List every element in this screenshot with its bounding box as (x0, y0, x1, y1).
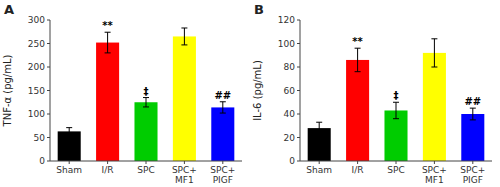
significance-marker: ## (214, 90, 231, 101)
y-axis-label: TNF-α (pg/mL) (2, 54, 13, 127)
panel: A TNF-α (pg/mL) 0 50 100 150 200 250 300 Sham I/R S… (2, 2, 242, 185)
x-tick-label: SPC (387, 165, 404, 175)
x-tick (434, 161, 435, 164)
x-tick-label-line: I/R (352, 165, 364, 175)
error-bar (66, 128, 72, 136)
x-tick-label-line: SPC+ (172, 165, 197, 175)
x-tick-label-line: SPC+ (210, 165, 235, 175)
x-tick-label-line: I/R (102, 165, 114, 175)
y-tick-label: 100 (278, 39, 295, 49)
x-tick-label: SPC (137, 165, 154, 175)
error-bar (355, 48, 361, 71)
y-tick-label: 20 (284, 133, 296, 143)
x-tick-label: I/R (102, 165, 114, 175)
x-tick-label-line: PIGF (463, 175, 483, 185)
plot-area (58, 28, 235, 161)
x-tick (69, 161, 70, 164)
y-tick-label: 40 (284, 109, 296, 119)
x-tick (146, 161, 147, 164)
y-tick-label: 0 (39, 156, 45, 166)
x-tick-label-line: Sham (56, 165, 82, 175)
error-bar (470, 108, 476, 120)
x-tick-label-line: SPC (137, 165, 154, 175)
x-tick-label: Sham (306, 165, 332, 175)
y-tick-label: 50 (34, 133, 46, 143)
y-tick-label: 80 (284, 62, 296, 72)
x-tick (319, 161, 320, 164)
significance-marker: ‡ (394, 90, 399, 101)
x-tick (396, 161, 397, 164)
x-tick (472, 161, 473, 164)
panel-title: A (4, 2, 14, 17)
error-bar (316, 122, 322, 134)
x-tick-label-line: SPC+ (460, 165, 485, 175)
y-tick-label: 150 (28, 86, 45, 96)
y-axis-label: IL-6 (pg/mL) (252, 60, 263, 121)
x-tick-label: SPC+PIGF (210, 165, 235, 185)
significance-marker: ‡ (144, 86, 149, 97)
x-tick-label-line: MF1 (175, 175, 194, 185)
x-tick (184, 161, 185, 164)
y-tick-label: 100 (28, 109, 45, 119)
significance-marker: ** (102, 20, 113, 31)
x-tick (357, 161, 358, 164)
bar (173, 36, 196, 161)
x-tick-label-line: SPC+ (422, 165, 447, 175)
significance-marker: ## (464, 96, 481, 107)
x-tick (107, 161, 108, 164)
error-bar (181, 28, 187, 45)
x-tick-label-line: Sham (306, 165, 332, 175)
x-tick-label-line: MF1 (425, 175, 444, 185)
x-tick-label-line: SPC (387, 165, 404, 175)
bar (423, 53, 446, 161)
x-tick-label: SPC+MF1 (422, 165, 447, 185)
bar (461, 114, 484, 161)
x-tick-label: Sham (56, 165, 82, 175)
x-tick-label-line: PIGF (213, 175, 233, 185)
panel: B IL-6 (pg/mL) 0 20 40 60 80 100 120 Sham I/R SPC SP… (252, 2, 492, 185)
bar (211, 107, 234, 161)
y-tick-label: 0 (289, 156, 295, 166)
panel-title: B (254, 2, 264, 17)
significance-marker: ** (352, 36, 363, 47)
y-tick-label: 250 (28, 39, 45, 49)
x-tick (222, 161, 223, 164)
plot-area (308, 39, 485, 161)
y-axis (50, 20, 51, 161)
x-tick-label: I/R (352, 165, 364, 175)
bar (346, 60, 369, 161)
bar (96, 43, 119, 161)
y-tick-label: 300 (28, 15, 45, 25)
x-tick-label: SPC+PIGF (460, 165, 485, 185)
error-bar (220, 102, 226, 113)
y-axis (300, 20, 301, 161)
error-bar (431, 39, 437, 67)
bar (134, 102, 157, 161)
y-tick-label: 60 (284, 86, 296, 96)
error-bar (105, 32, 111, 53)
chart: ATNF-α (pg/mL)050100150200250300ShamI/RS… (0, 0, 500, 187)
x-tick-label: SPC+MF1 (172, 165, 197, 185)
y-tick-label: 200 (28, 62, 45, 72)
y-tick-label: 120 (278, 15, 295, 25)
error-bar (393, 102, 399, 118)
bar (58, 131, 81, 161)
error-bar (143, 98, 149, 107)
